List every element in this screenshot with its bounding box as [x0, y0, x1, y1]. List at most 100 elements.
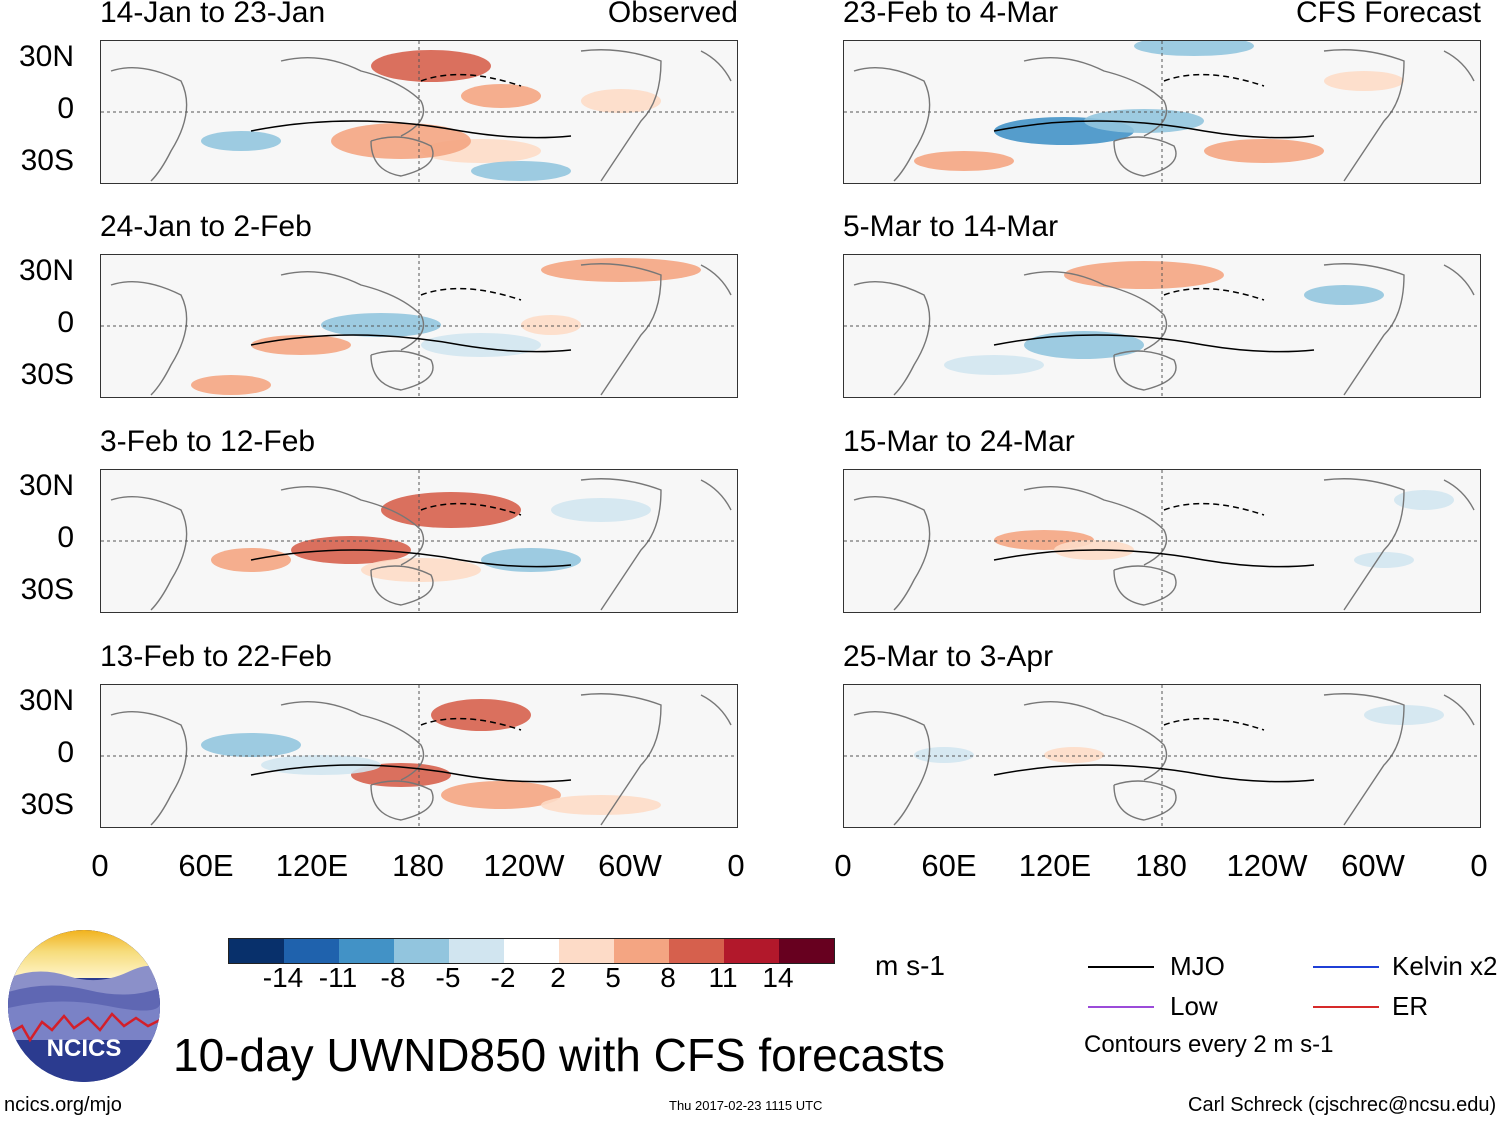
footer-url[interactable]: ncics.org/mjo [4, 1094, 122, 1116]
anomaly-blob [1134, 41, 1254, 56]
colorbar-swatch [449, 939, 504, 963]
legend-line-kelvin [1313, 966, 1379, 968]
coastline [700, 479, 732, 511]
coastline [110, 280, 188, 396]
lon-tick-label: 60W [598, 848, 662, 883]
anomaly-map [843, 684, 1481, 828]
colorbar-tick-label: -8 [380, 962, 406, 993]
coastline [1113, 565, 1177, 606]
lat-tick-label: 30N [18, 254, 74, 287]
lon-tick-label: 60E [178, 848, 234, 883]
colorbar-swatch [339, 939, 394, 963]
lon-tick-label: 60E [921, 848, 977, 883]
colorbar-swatch [724, 939, 779, 963]
colorbar-tick-label: 8 [660, 962, 676, 993]
anomaly-blob [461, 84, 541, 108]
anomaly-blob [1024, 331, 1144, 359]
anomaly-blob [914, 747, 974, 763]
anomaly-blob [441, 781, 561, 809]
coastline [1023, 57, 1168, 137]
coastline [1443, 479, 1475, 511]
colorbar-tick-label: -5 [435, 962, 461, 993]
lat-tick-label: 0 [57, 306, 74, 339]
coastline [1323, 693, 1405, 826]
mjo-contour [250, 334, 572, 353]
mjo-contour [993, 764, 1315, 783]
colorbar-tick-label: -11 [318, 962, 358, 993]
anomaly-blob [944, 355, 1044, 375]
lat-tick-label: 30S [20, 573, 74, 606]
lon-tick-label: 120W [1226, 848, 1308, 883]
colorbar-units: m s-1 [875, 950, 945, 981]
legend-line-low [1088, 1006, 1154, 1008]
mjo-contour-negative [1163, 73, 1265, 87]
mjo-contour-negative [420, 287, 522, 301]
anomaly-blob [914, 151, 1014, 171]
colorbar-swatch [394, 939, 449, 963]
colorbar [228, 938, 835, 964]
coastline [580, 693, 662, 826]
mjo-contour [993, 120, 1315, 139]
panel-forecast-3: 15-Mar to 24-Mar [843, 425, 1481, 614]
panel-title: 14-Jan to 23-Jan [100, 0, 326, 29]
map-field [844, 685, 1480, 827]
coastline [580, 49, 662, 182]
coastline [700, 694, 732, 726]
coastline [1023, 486, 1168, 566]
footer-timestamp: Thu 2017-02-23 1115 UTC [669, 1098, 823, 1113]
panel-tag: Observed [607, 0, 738, 29]
anomaly-blob [201, 131, 281, 151]
lat-tick-label: 30S [20, 144, 74, 177]
panel-title: 15-Mar to 24-Mar [843, 425, 1075, 458]
coastline [1023, 271, 1168, 351]
coastline [580, 478, 662, 611]
lon-tick-label: 60W [1341, 848, 1405, 883]
colorbar-tick-label: 11 [708, 962, 738, 993]
lon-tick-label: 180 [392, 848, 444, 883]
coastline [1323, 49, 1405, 182]
anomaly-map [100, 684, 738, 828]
coastline [1323, 478, 1405, 611]
anomaly-map [843, 469, 1481, 613]
panel-forecast-1: 23-Feb to 4-Mar CFS Forecast [843, 0, 1481, 185]
anomaly-blob [1064, 261, 1224, 289]
mjo-contour [250, 120, 572, 139]
panel-title: 25-Mar to 3-Apr [843, 640, 1054, 673]
lat-tick-label: 0 [57, 521, 74, 554]
mjo-contour-negative [420, 717, 522, 731]
panel-tag: CFS Forecast [1295, 0, 1481, 29]
panel-observed-3: 3-Feb to 12-Feb [100, 425, 738, 614]
colorbar-tick-label: 14 [762, 962, 794, 993]
coastline [370, 565, 434, 606]
mjo-contour-negative [1163, 502, 1265, 516]
panel-title: 13-Feb to 22-Feb [100, 640, 332, 673]
lon-tick-label: 120E [1018, 848, 1092, 883]
map-field [101, 470, 737, 612]
mjo-contour-negative [420, 502, 522, 516]
coastline [110, 495, 188, 611]
coastline [370, 780, 434, 821]
anomaly-blob [331, 123, 471, 159]
coastline [1443, 50, 1475, 82]
mjo-contour-negative [1163, 287, 1265, 301]
anomaly-blob [1324, 71, 1404, 91]
map-field [101, 41, 737, 183]
anomaly-map [100, 40, 738, 184]
anomaly-blob [481, 548, 581, 572]
colorbar-tick-label: 5 [605, 962, 621, 993]
mjo-contour-negative [420, 73, 522, 87]
lon-tick-label: 0 [727, 848, 745, 883]
anomaly-blob [381, 492, 521, 528]
lat-tick-label: 30S [20, 788, 74, 821]
logo-text: NCICS [47, 1035, 122, 1062]
anomaly-blob [1354, 552, 1414, 568]
colorbar-swatch [559, 939, 614, 963]
colorbar-swatch [229, 939, 284, 963]
panel-forecast-4: 25-Mar to 3-Apr [843, 640, 1481, 829]
anomaly-blob [551, 498, 651, 522]
lat-tick-label: 0 [57, 92, 74, 125]
coastline [853, 66, 931, 182]
anomaly-blob [1394, 490, 1454, 510]
map-field [844, 470, 1480, 612]
map-field [101, 685, 737, 827]
